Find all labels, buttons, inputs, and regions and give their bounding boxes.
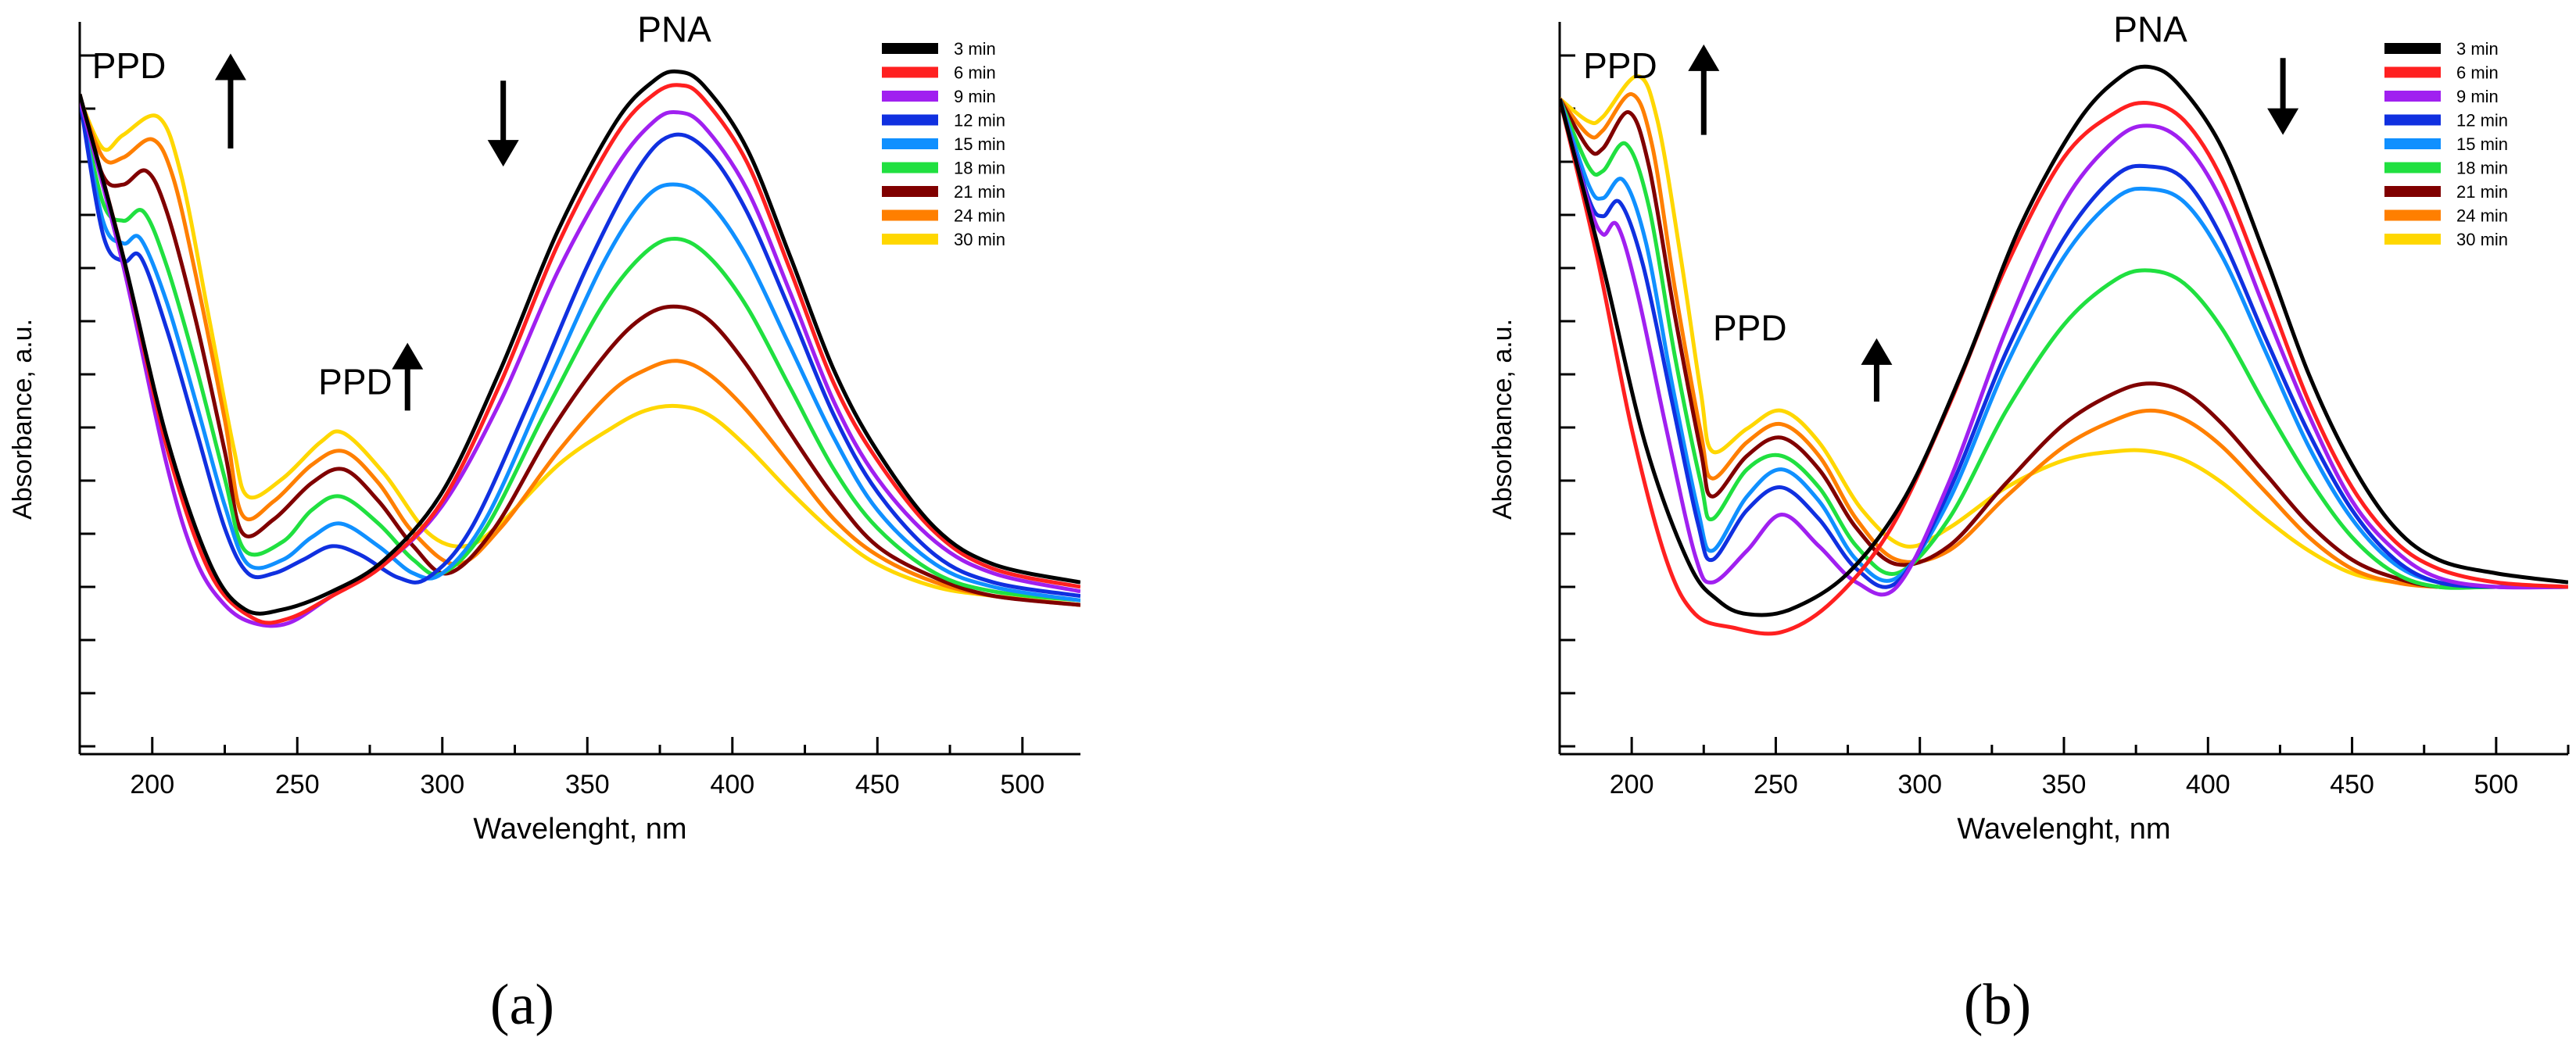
legend-swatch: [2384, 91, 2441, 102]
series-line-6-min: [80, 83, 1080, 625]
x-axis-title: Wavelenght, nm: [1957, 813, 2170, 846]
legend-label: 21 min: [2456, 182, 2508, 202]
legend-label: 18 min: [954, 159, 1005, 178]
x-tick-label: 500: [1000, 770, 1044, 799]
series-line-21-min: [80, 98, 1080, 607]
series-line-18-min: [1560, 98, 2568, 590]
panel-label: (a): [490, 973, 554, 1037]
annotation-ppd: PPD: [1713, 307, 1787, 348]
legend-swatch: [882, 234, 938, 245]
legend-swatch: [882, 43, 938, 54]
legend-label: 6 min: [2456, 63, 2499, 83]
legend-swatch: [2384, 43, 2441, 54]
legend-swatch: [2384, 162, 2441, 173]
legend-label: 15 min: [954, 134, 1005, 154]
annotation-ppd: PPD: [92, 45, 167, 86]
legend-swatch: [882, 138, 938, 149]
legend-swatch: [882, 186, 938, 197]
legend-swatch: [2384, 186, 2441, 197]
x-tick-label: 300: [420, 770, 464, 799]
annotation-pna: PNA: [2113, 9, 2187, 50]
arrow-down-icon: [487, 80, 519, 167]
series-line-3-min: [1560, 64, 2568, 617]
legend-label: 12 min: [2456, 111, 2508, 131]
arrow-up-icon: [392, 342, 424, 411]
legend-swatch: [882, 114, 938, 126]
x-tick-label: 250: [1754, 770, 1798, 799]
x-tick-label: 200: [130, 770, 174, 799]
legend-swatch: [2384, 209, 2441, 221]
arrow-up-icon: [1861, 338, 1893, 402]
x-tick-label: 400: [2186, 770, 2230, 799]
series-line-15-min: [1560, 98, 2568, 589]
legend-swatch: [2384, 114, 2441, 126]
annotation-ppd: PPD: [318, 362, 392, 402]
series-line-6-min: [1560, 98, 2568, 636]
x-tick-label: 350: [565, 770, 610, 799]
series-line-18-min: [80, 98, 1080, 603]
arrow-down-icon: [2267, 58, 2299, 135]
legend: 3 min 6 min 9 min 12 min 15 min 18 min 21 min 2…: [882, 39, 1005, 249]
legend-swatch: [882, 91, 938, 102]
series-line-9-min: [80, 98, 1080, 628]
legend: 3 min 6 min 9 min 12 min 15 min 18 min 21 min 2…: [2384, 39, 2508, 249]
series-line-15-min: [80, 98, 1080, 603]
series-line-12-min: [1560, 98, 2568, 589]
x-tick-label: 450: [855, 770, 900, 799]
y-axis-title: Absorbance, a.u.: [8, 319, 38, 520]
series-line-12-min: [80, 98, 1080, 599]
x-tick-label: 400: [710, 770, 754, 799]
x-tick-label: 500: [2474, 770, 2518, 799]
legend-label: 24 min: [954, 206, 1005, 226]
legend-swatch: [882, 162, 938, 173]
legend-label: 30 min: [954, 230, 1005, 249]
legend-label: 12 min: [954, 111, 1005, 131]
legend-label: 6 min: [954, 63, 996, 83]
annotation-pna: PNA: [637, 9, 711, 50]
series-line-9-min: [1560, 98, 2568, 597]
legend-swatch: [882, 209, 938, 221]
legend-label: 30 min: [2456, 230, 2508, 249]
series-group: [1560, 64, 2568, 636]
panel-a: 200 250 300 350 400 450 500 Wavelenght, nm Absor…: [8, 9, 1080, 1037]
legend-label: 18 min: [2456, 159, 2508, 178]
series-line-21-min: [1560, 98, 2568, 590]
x-tick-label: 250: [275, 770, 320, 799]
legend-label: 3 min: [2456, 39, 2499, 59]
panel-label: (b): [1964, 973, 2031, 1037]
series-group: [80, 69, 1080, 628]
series-line-3-min: [80, 69, 1080, 616]
annotation-ppd: PPD: [1583, 45, 1657, 86]
legend-label: 21 min: [954, 182, 1005, 202]
x-axis-title: Wavelenght, nm: [473, 813, 686, 846]
panel-b: 200 250 300 350 400 450 500 Wavelenght, nm Absor…: [1488, 9, 2570, 1037]
x-tick-label: 300: [1897, 770, 1942, 799]
arrow-up-icon: [214, 53, 246, 148]
legend-label: 9 min: [2456, 87, 2499, 106]
legend-label: 3 min: [954, 39, 996, 59]
legend-label: 15 min: [2456, 134, 2508, 154]
x-tick-label: 450: [2330, 770, 2374, 799]
x-tick-label: 200: [1610, 770, 1654, 799]
series-line-30-min: [80, 98, 1080, 607]
legend-label: 24 min: [2456, 206, 2508, 226]
legend-swatch: [2384, 234, 2441, 245]
legend-swatch: [2384, 138, 2441, 149]
y-axis-title: Absorbance, a.u.: [1488, 319, 1517, 520]
legend-label: 9 min: [954, 87, 996, 106]
legend-swatch: [2384, 66, 2441, 78]
legend-swatch: [882, 66, 938, 78]
arrow-up-icon: [1688, 44, 1720, 135]
x-tick-label: 350: [2042, 770, 2087, 799]
